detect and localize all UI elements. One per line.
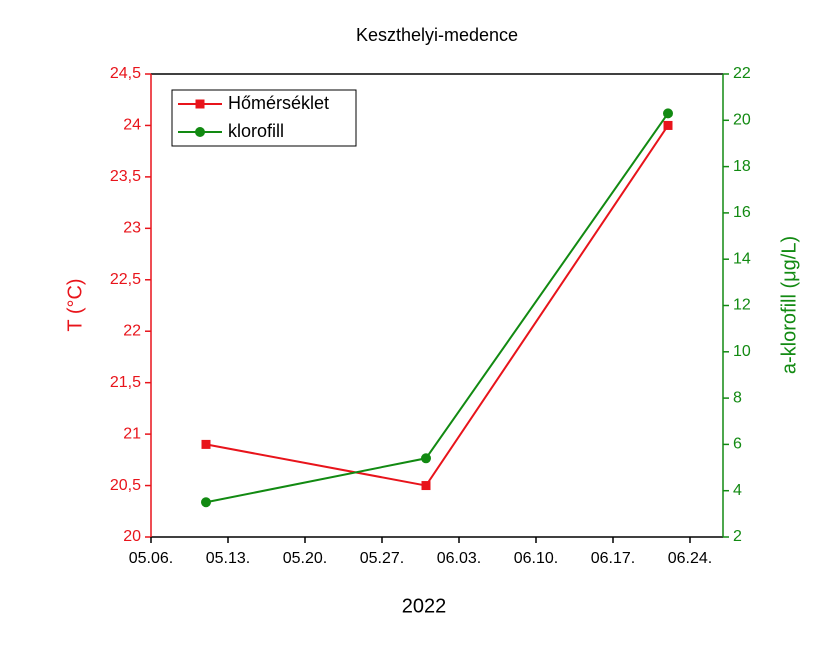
legend-marker bbox=[195, 127, 205, 137]
legend-label: klorofill bbox=[228, 121, 284, 141]
y-axis-label: T (°C) bbox=[64, 278, 86, 331]
x-tick-label: 05.13. bbox=[206, 550, 250, 567]
x-tick-label: 06.17. bbox=[591, 550, 635, 567]
series-line bbox=[205, 124, 669, 487]
series-line bbox=[205, 112, 669, 504]
y-tick-label: 21,5 bbox=[110, 374, 141, 391]
y2-tick-label: 22 bbox=[733, 65, 751, 82]
x-tick-label: 06.24. bbox=[668, 550, 712, 567]
legend-marker bbox=[195, 99, 205, 109]
x-tick-label: 05.27. bbox=[360, 550, 404, 567]
data-point bbox=[421, 453, 431, 464]
y2-tick-label: 4 bbox=[733, 482, 742, 499]
y-tick-label: 24,5 bbox=[110, 65, 141, 82]
y-tick-label: 22 bbox=[123, 322, 141, 339]
y-tick-label: 23,5 bbox=[110, 168, 141, 185]
y2-tick-label: 14 bbox=[733, 250, 751, 267]
data-point bbox=[421, 481, 431, 491]
x-tick-label: 06.10. bbox=[514, 550, 558, 567]
y-tick-label: 20 bbox=[123, 528, 141, 545]
x-tick-label: 06.03. bbox=[437, 550, 481, 567]
x-tick-label: 05.06. bbox=[129, 550, 173, 567]
y2-tick-label: 6 bbox=[733, 436, 742, 453]
data-point bbox=[201, 439, 211, 449]
y2-tick-label: 18 bbox=[733, 158, 751, 175]
y-tick-label: 21 bbox=[123, 425, 141, 442]
data-point bbox=[663, 120, 673, 130]
y-tick-label: 22,5 bbox=[110, 271, 141, 288]
y-tick-label: 23 bbox=[123, 220, 141, 237]
y-tick-label: 24 bbox=[123, 117, 141, 134]
y2-tick-label: 20 bbox=[733, 112, 751, 129]
y2-axis-label: a-klorofill (μg/L) bbox=[778, 236, 800, 374]
data-point bbox=[201, 497, 211, 508]
x-axis-label: 2022 bbox=[402, 595, 447, 617]
y2-tick-label: 2 bbox=[733, 528, 742, 545]
y2-tick-label: 16 bbox=[733, 204, 751, 221]
y2-tick-label: 12 bbox=[733, 297, 751, 314]
data-point bbox=[663, 108, 673, 119]
y2-tick-label: 8 bbox=[733, 389, 742, 406]
legend-box bbox=[171, 89, 357, 147]
y2-tick-label: 10 bbox=[733, 343, 751, 360]
legend-label: Hőmérséklet bbox=[228, 93, 329, 113]
x-tick-label: 05.20. bbox=[283, 550, 327, 567]
chart-title: Keszthelyi-medence bbox=[356, 25, 518, 45]
y-tick-label: 20,5 bbox=[110, 477, 141, 494]
